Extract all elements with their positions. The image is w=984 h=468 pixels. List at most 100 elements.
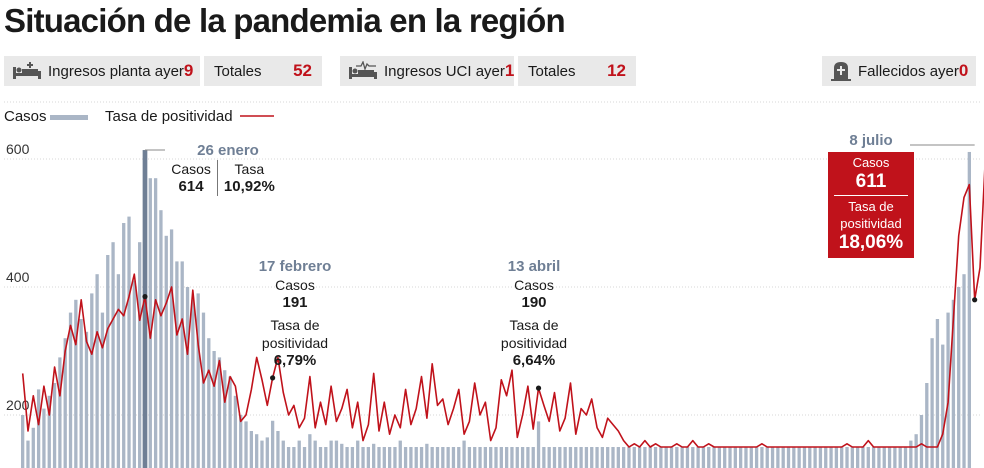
bar-casos xyxy=(951,299,956,468)
totales-planta-label: Totales xyxy=(214,62,262,80)
annotation-apr-casos-label: Casos xyxy=(514,277,554,293)
annotation-feb: 17 febrero Casos 191 Tasa de positividad… xyxy=(240,258,350,370)
y-tick-label: 600 xyxy=(6,141,30,157)
annotation-apr-tasa-label-1: Tasa de xyxy=(509,317,559,333)
bar-casos xyxy=(308,434,312,468)
bar-casos xyxy=(207,338,211,468)
line-tasa-positividad xyxy=(21,169,984,448)
bar-casos xyxy=(382,447,386,468)
bar-casos xyxy=(403,447,408,468)
totales-planta-box: Totales 52 xyxy=(204,56,322,86)
annotation-apr-date: 13 abril xyxy=(507,258,561,275)
bar-casos xyxy=(425,443,429,468)
bar-casos xyxy=(903,447,908,468)
bar-casos xyxy=(871,447,876,468)
bar-casos xyxy=(122,223,126,468)
bar-casos xyxy=(451,447,456,468)
annotation-jan: 26 enero Casos 614 Tasa 10,92% xyxy=(148,142,288,196)
bar-casos xyxy=(962,274,966,468)
annotation-jul-tasa: 18,06% xyxy=(838,232,904,253)
bar-casos xyxy=(776,447,780,468)
bar-casos xyxy=(116,274,121,468)
bar-casos xyxy=(68,312,73,468)
bar-casos xyxy=(728,447,732,468)
bar-casos xyxy=(632,447,636,468)
bar-casos xyxy=(834,447,839,468)
bar-casos xyxy=(829,447,833,468)
bar-casos xyxy=(377,447,381,468)
annotation-feb-tasa-label-2: positividad xyxy=(261,335,329,351)
bar-casos xyxy=(893,447,897,468)
bar-casos xyxy=(957,287,961,468)
bar-casos xyxy=(744,447,748,468)
bar-casos xyxy=(446,447,450,468)
bar-casos xyxy=(324,447,328,468)
bar-casos xyxy=(47,395,51,468)
bar-casos xyxy=(749,447,753,468)
annotation-jan-tasa-label: Tasa xyxy=(234,161,265,177)
bar-casos xyxy=(483,447,488,468)
bar-casos xyxy=(840,447,844,468)
bar-casos xyxy=(536,421,541,468)
bar-casos xyxy=(159,210,163,468)
bar-casos xyxy=(175,261,179,468)
bar-casos xyxy=(648,447,652,468)
bar-casos xyxy=(281,440,285,468)
bar-casos xyxy=(106,255,110,468)
highlight-marker xyxy=(535,385,542,391)
bar-casos xyxy=(531,447,535,468)
bar-casos xyxy=(435,447,440,468)
bar-casos xyxy=(600,447,605,468)
annotation-jul-tasa-label-2: positividad xyxy=(840,216,902,231)
bar-casos xyxy=(196,293,200,468)
bar-casos xyxy=(260,440,264,468)
bar-casos xyxy=(302,447,307,468)
bar-casos xyxy=(142,150,148,468)
bar-casos xyxy=(494,447,498,468)
bar-casos xyxy=(164,235,168,468)
bar-casos xyxy=(877,447,881,468)
bar-casos xyxy=(270,420,275,468)
bar-casos xyxy=(701,447,706,468)
bar-casos xyxy=(441,447,445,468)
bar-casos xyxy=(313,440,317,468)
highlight-marker xyxy=(270,375,276,381)
bar-casos xyxy=(409,447,413,468)
bar-casos xyxy=(733,447,737,468)
bar-casos xyxy=(808,447,812,468)
annotation-jul-date: 8 julio xyxy=(849,132,893,149)
bar-casos xyxy=(930,338,934,468)
bar-casos xyxy=(542,447,546,468)
bar-casos xyxy=(696,447,700,468)
bar-casos xyxy=(643,447,647,468)
annotation-jul-date-wrap: 8 julio xyxy=(836,132,906,150)
bar-casos xyxy=(717,447,722,468)
bar-casos xyxy=(153,178,158,468)
bar-casos xyxy=(100,312,105,468)
bar-casos xyxy=(393,447,397,468)
bar-casos xyxy=(707,447,711,468)
bar-casos xyxy=(770,447,775,468)
bar-casos xyxy=(228,376,232,468)
bar-casos xyxy=(255,434,259,468)
bar-casos xyxy=(584,447,589,468)
bar-casos xyxy=(967,151,971,468)
ingresos-planta-label: Ingresos planta ayer xyxy=(48,62,184,80)
bar-casos xyxy=(185,287,190,468)
bar-casos xyxy=(361,447,365,468)
bar-casos xyxy=(467,447,472,468)
icu-bed-icon xyxy=(349,61,377,79)
bar-casos xyxy=(478,447,482,468)
bar-casos xyxy=(866,447,870,468)
bar-casos xyxy=(21,415,25,468)
bar-casos xyxy=(691,447,695,468)
bar-casos xyxy=(552,447,557,468)
bar-casos xyxy=(781,447,785,468)
legend-casos-swatch xyxy=(50,115,88,120)
bar-casos xyxy=(265,437,269,468)
ingresos-uci-label: Ingresos UCI ayer xyxy=(384,62,505,80)
bar-casos xyxy=(212,351,216,468)
bar-casos xyxy=(786,447,791,468)
annotation-feb-casos: 191 xyxy=(282,294,308,311)
